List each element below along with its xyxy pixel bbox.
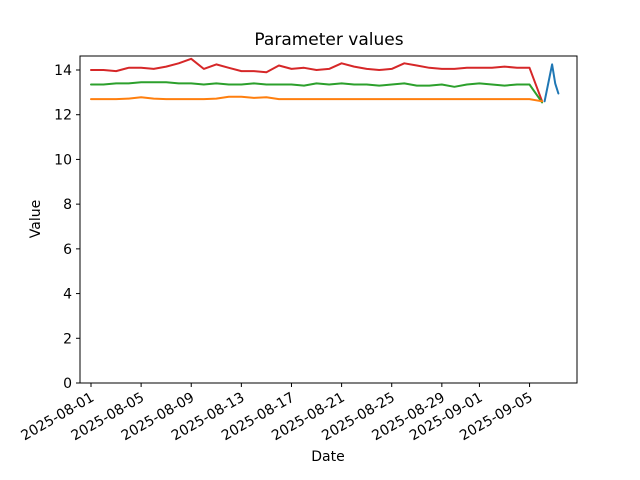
series-line-series-4-blue — [543, 63, 560, 103]
series-line-series-1-red — [90, 57, 544, 103]
y-tick-label: 2 — [63, 331, 72, 347]
y-tick-label: 12 — [54, 108, 72, 124]
plot-area-frame — [79, 55, 578, 384]
y-tick-label: 14 — [54, 63, 72, 79]
y-axis-ticks: 0 2 4 6 8 10 12 14 — [54, 63, 80, 392]
y-axis-label: Value — [28, 200, 44, 238]
y-tick-label: 8 — [63, 197, 72, 213]
y-tick-label: 4 — [63, 287, 72, 303]
y-tick-label: 10 — [54, 152, 72, 168]
y-tick-label: 6 — [63, 242, 72, 258]
series-line-series-2-green — [90, 81, 544, 104]
x-axis-label: Date — [311, 449, 344, 465]
y-tick-label: 0 — [63, 376, 72, 392]
series-line-series-3-orange — [90, 95, 544, 103]
chart-title: Parameter values — [254, 30, 403, 50]
series-lines — [90, 57, 560, 104]
x-axis-ticks: 2025-08-012025-08-052025-08-092025-08-13… — [19, 383, 536, 444]
